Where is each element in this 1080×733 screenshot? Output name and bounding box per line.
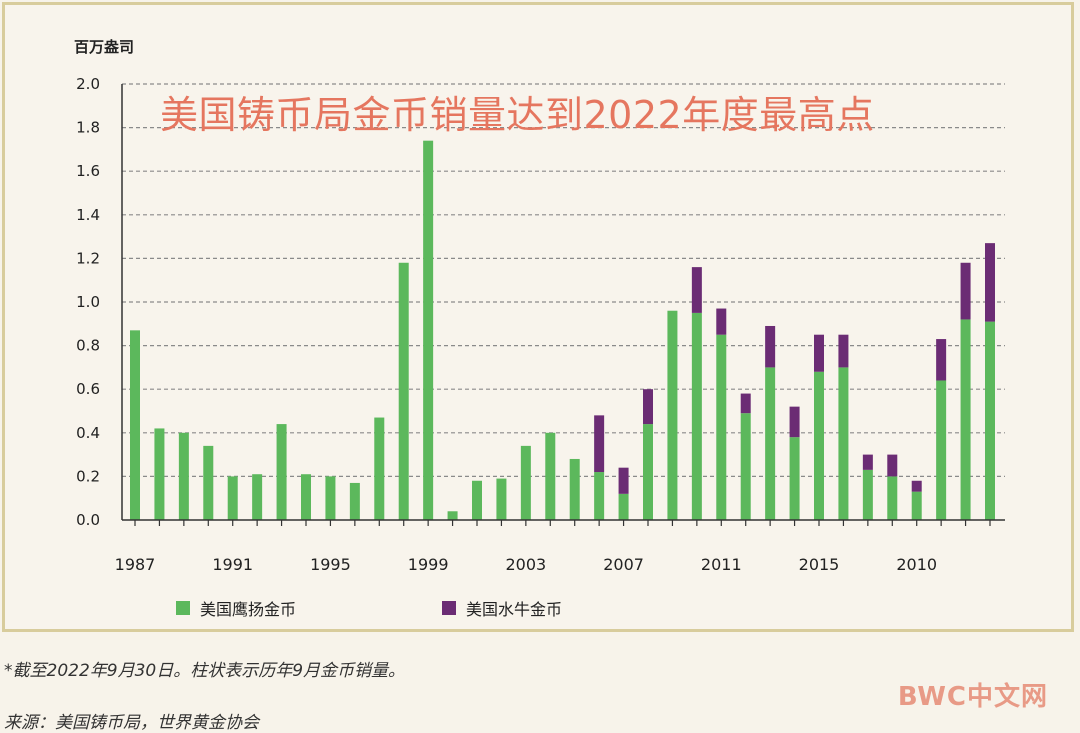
chart-source: 来源：美国铸币局，世界黄金协会 bbox=[4, 713, 259, 733]
bar-eagle bbox=[618, 493, 629, 520]
bar-eagle bbox=[472, 480, 482, 520]
bar-eagle bbox=[349, 482, 360, 520]
bar-buffalo bbox=[936, 339, 947, 381]
x-tick-label: 2003 bbox=[505, 555, 546, 574]
bar-eagle bbox=[716, 334, 727, 520]
bar-buffalo bbox=[814, 334, 824, 372]
bar-buffalo bbox=[838, 334, 849, 368]
bar-eagle bbox=[887, 476, 898, 520]
bar-eagle bbox=[569, 458, 580, 520]
legend-item-buffalo: 美国水牛金币 bbox=[442, 596, 562, 620]
bar-eagle bbox=[398, 262, 409, 520]
bar-eagle bbox=[227, 476, 238, 520]
bar-eagle bbox=[130, 330, 140, 520]
x-tick-label: 2010 bbox=[896, 555, 937, 574]
bar-eagle bbox=[545, 432, 556, 520]
bar-eagle bbox=[985, 321, 995, 520]
bar-eagle bbox=[765, 367, 776, 520]
chart-overlay-title: 美国铸币局金币销量达到2022年度最高点 bbox=[160, 93, 875, 137]
y-tick-label: 1.0 bbox=[76, 293, 100, 311]
chart-footnote: *截至2022年9月30日。柱状表示历年9月金币销量。 bbox=[4, 661, 406, 681]
bar-eagle bbox=[911, 491, 922, 520]
bar-eagle bbox=[740, 413, 751, 520]
y-axis-unit-label: 百万盎司 bbox=[74, 38, 135, 56]
bar-eagle bbox=[936, 380, 947, 520]
x-tick-label: 1991 bbox=[212, 555, 253, 574]
bar-eagle bbox=[301, 474, 311, 520]
y-tick-label: 0.4 bbox=[76, 424, 100, 442]
bar-eagle bbox=[203, 445, 214, 520]
bar-eagle bbox=[423, 140, 434, 520]
x-tick-label: 2015 bbox=[799, 555, 840, 574]
legend-label-eagle: 美国鹰扬金币 bbox=[200, 600, 297, 619]
x-tick-labels: 1987 1991 1995 1999 2003 2007 2011 2015 2010 bbox=[115, 555, 937, 574]
y-tick-label: 2.0 bbox=[76, 75, 100, 93]
y-tick-label: 0.6 bbox=[76, 380, 100, 398]
y-tick-label: 1.8 bbox=[76, 119, 100, 137]
x-tick-label: 1987 bbox=[115, 555, 156, 574]
axes bbox=[121, 84, 1005, 526]
y-tick-label: 1.2 bbox=[76, 249, 100, 267]
bar-eagle bbox=[643, 424, 653, 520]
legend-swatch-buffalo bbox=[442, 601, 456, 615]
bar-eagle bbox=[447, 511, 458, 520]
bar-eagle bbox=[496, 478, 507, 520]
y-tick-label: 0.2 bbox=[76, 467, 100, 485]
watermark: BWC中文网 bbox=[897, 682, 1048, 712]
bar-buffalo bbox=[789, 406, 800, 438]
x-tick-label: 2007 bbox=[603, 555, 644, 574]
bar-eagle bbox=[520, 445, 531, 520]
bar-eagle bbox=[252, 474, 263, 520]
bar-eagle bbox=[960, 319, 971, 520]
bar-eagle bbox=[374, 417, 385, 520]
x-tick-label: 2011 bbox=[701, 555, 742, 574]
bar-buffalo bbox=[862, 454, 873, 470]
bar-eagle bbox=[691, 312, 702, 520]
x-tick-label: 1995 bbox=[310, 555, 351, 574]
y-tick-label: 1.4 bbox=[76, 206, 100, 224]
grid-layer bbox=[122, 83, 1005, 477]
bar-eagle bbox=[838, 367, 849, 520]
bar-buffalo bbox=[765, 325, 776, 368]
y-tick-label: 0.8 bbox=[76, 337, 100, 355]
bar-eagle bbox=[594, 472, 605, 520]
bar-eagle bbox=[789, 437, 800, 520]
bar-eagle bbox=[154, 428, 165, 520]
bar-buffalo bbox=[716, 308, 727, 335]
legend-item-eagle: 美国鹰扬金币 bbox=[176, 596, 296, 620]
bar-eagle bbox=[276, 424, 287, 520]
bar-buffalo bbox=[740, 393, 751, 414]
bar-eagle bbox=[667, 310, 678, 520]
bar-eagle bbox=[814, 371, 824, 520]
legend-swatch-eagle bbox=[176, 601, 190, 615]
bar-buffalo bbox=[911, 480, 922, 492]
bar-buffalo bbox=[643, 389, 653, 425]
bar-buffalo bbox=[618, 467, 629, 494]
x-tick-label: 1999 bbox=[408, 555, 449, 574]
chart-plot-svg: 0.00.20.40.60.81.01.21.41.61.82.0 1987 19… bbox=[76, 75, 1005, 574]
bar-eagle bbox=[862, 469, 873, 520]
legend-label-buffalo: 美国水牛金币 bbox=[466, 600, 563, 619]
y-tick-label: 1.6 bbox=[76, 162, 100, 180]
bar-layer bbox=[130, 140, 995, 520]
bar-eagle bbox=[325, 476, 336, 520]
y-tick-labels: 0.0 0.2 0.4 0.6 0.8 1.0 1.2 1.4 1.6 1.8 2.0 bbox=[76, 75, 100, 529]
bar-buffalo bbox=[960, 262, 971, 320]
bar-buffalo bbox=[887, 454, 898, 477]
bar-buffalo bbox=[691, 267, 702, 313]
chart-frame bbox=[2, 2, 1074, 632]
bar-eagle bbox=[178, 432, 189, 520]
bar-buffalo bbox=[985, 243, 995, 322]
y-tick-label: 0.0 bbox=[76, 511, 100, 529]
bar-buffalo bbox=[594, 415, 605, 473]
